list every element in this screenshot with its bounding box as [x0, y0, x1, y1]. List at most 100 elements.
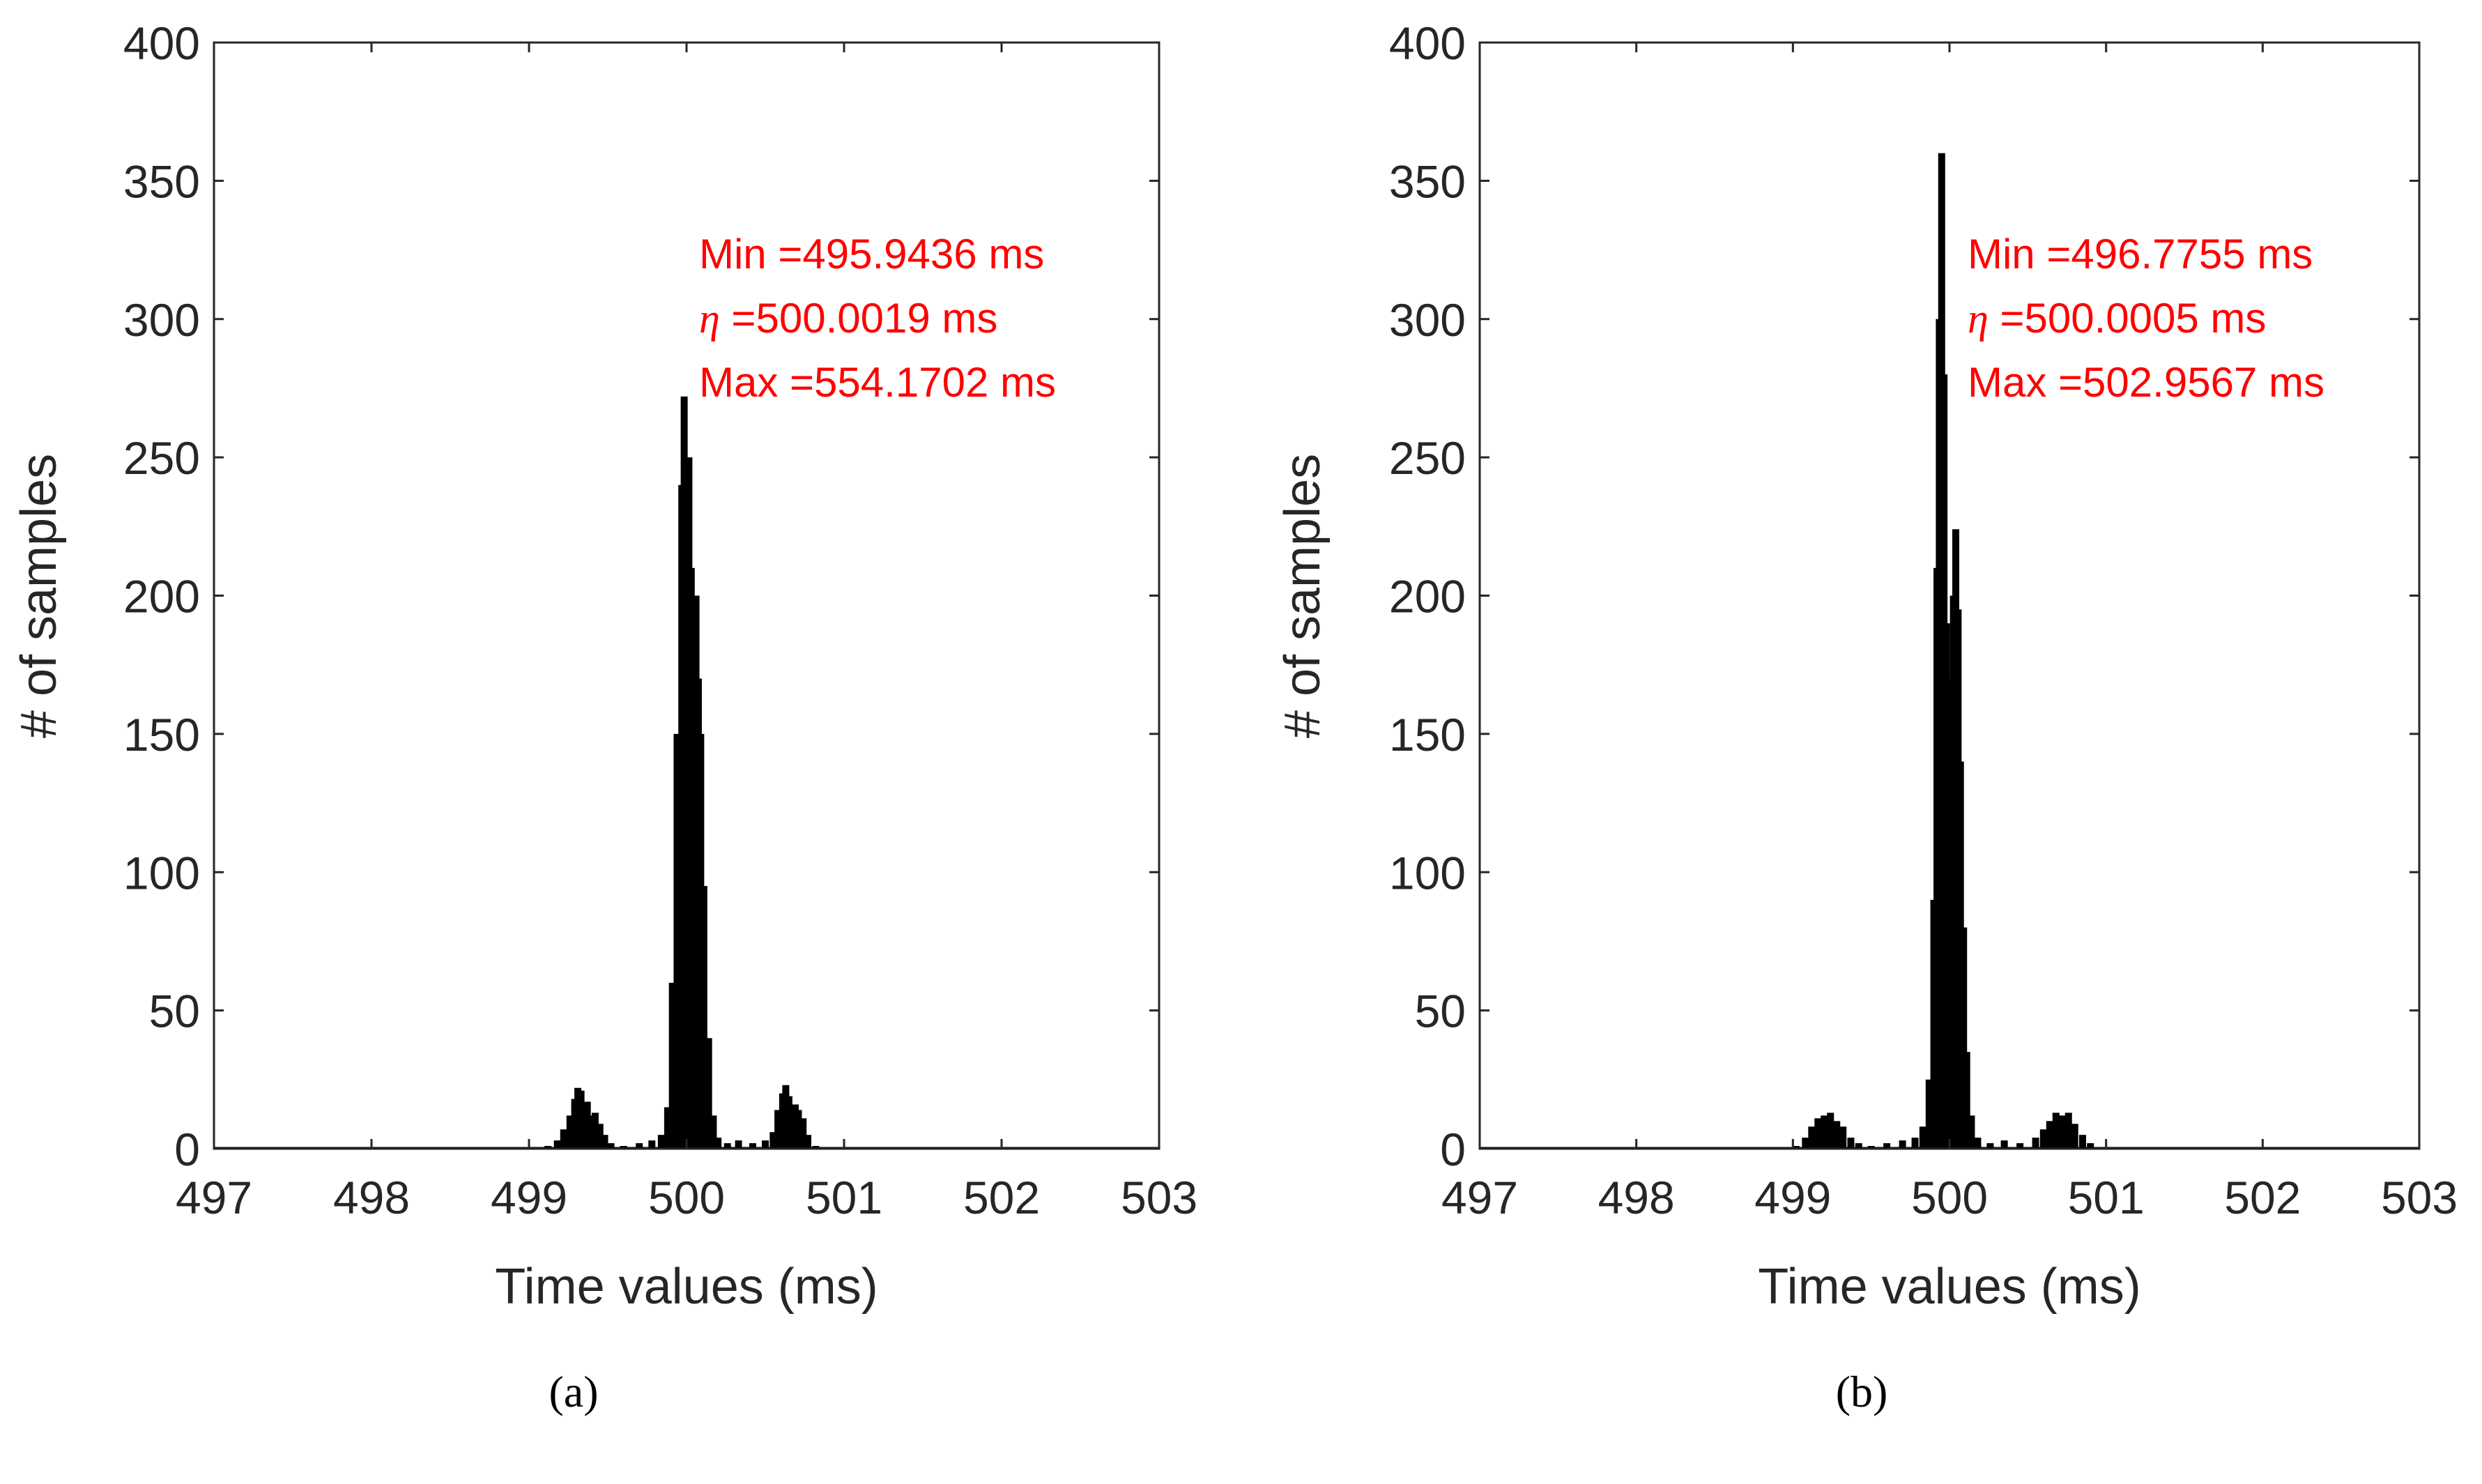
histogram-bar [1960, 927, 1968, 1149]
histogram-bar [1867, 1146, 1875, 1149]
histogram-bar [795, 1110, 802, 1149]
y-tick-label: 250 [1389, 432, 1466, 484]
histogram-bar [664, 1107, 671, 1149]
histogram-bar [1808, 1126, 1816, 1149]
histogram-bar [591, 1112, 599, 1149]
histogram-bar [2046, 1121, 2053, 1149]
y-tick-label: 250 [123, 432, 200, 484]
x-tick-label: 498 [333, 1172, 410, 1223]
histogram-bar [812, 1146, 820, 1149]
y-tick-label: 150 [123, 709, 200, 760]
histogram-bar [553, 1140, 561, 1149]
histogram-bar [735, 1140, 742, 1149]
stats-annotation: Min =496.7755 ms η =500.0005 ms Max =502… [1968, 231, 2324, 406]
x-tick-label: 500 [648, 1172, 725, 1223]
histogram-bar [668, 982, 676, 1149]
histogram-bar [1821, 1115, 1828, 1149]
eta-symbol: η [1968, 296, 1989, 342]
x-tick-label: 501 [806, 1172, 882, 1223]
x-axis-label: Time values (ms) [495, 1259, 878, 1315]
histogram-bar [799, 1118, 807, 1149]
panel-a: 497 498 499 500 501 502 503 0 50 100 150 200 250 300… [11, 17, 1197, 1416]
histogram-bars [1480, 153, 2419, 1149]
annotation-max: Max =554.1702 ms [699, 359, 1056, 406]
histogram-bar [601, 1135, 608, 1149]
histogram-bar [762, 1140, 769, 1149]
histogram-bar [1827, 1112, 1834, 1149]
histogram-bar [587, 1115, 595, 1149]
annotation-max: Max =502.9567 ms [1968, 359, 2324, 406]
eta-value: =500.0005 ms [1989, 295, 2267, 342]
panel-caption: (b) [1836, 1367, 1888, 1416]
x-tick-label: 502 [2224, 1172, 2301, 1223]
eta-symbol: η [699, 296, 720, 342]
histogram-bar [2064, 1112, 2072, 1149]
y-tick-label: 100 [123, 847, 200, 898]
x-tick-label: 500 [1911, 1172, 1988, 1223]
x-tick-label: 501 [2068, 1172, 2145, 1223]
histogram-bar [1839, 1126, 1847, 1149]
x-tick-label: 503 [2381, 1172, 2458, 1223]
annotation-min: Min =495.9436 ms [699, 231, 1044, 277]
x-tick-label: 497 [1441, 1172, 1518, 1223]
x-axis-label: Time values (ms) [1758, 1259, 2140, 1315]
histogram-bar [566, 1115, 574, 1149]
histogram-bar [714, 1138, 722, 1149]
y-tick-label: 150 [1389, 709, 1466, 760]
histogram-bar [2016, 1143, 2024, 1149]
histogram-bar [596, 1124, 604, 1149]
histogram-bar [607, 1143, 615, 1149]
y-tick-label: 0 [174, 1124, 200, 1175]
y-tick-label: 300 [123, 294, 200, 346]
histogram-bar [2078, 1135, 2086, 1149]
histogram-bar [620, 1146, 627, 1149]
eta-value: =500.0019 ms [720, 295, 998, 342]
histogram-bar [1986, 1143, 1994, 1149]
histogram-bar [1899, 1140, 1906, 1149]
annotation-eta: η =500.0019 ms [699, 295, 997, 342]
y-tick-label: 50 [149, 986, 200, 1037]
y-tick-label: 300 [1389, 294, 1466, 346]
histogram-bar [1883, 1143, 1891, 1149]
x-tick-label: 499 [1754, 1172, 1831, 1223]
histogram-bar [1833, 1121, 1841, 1149]
histogram-bar [2032, 1138, 2039, 1149]
y-tick-label: 350 [123, 155, 200, 207]
histogram-bar [723, 1143, 731, 1149]
histogram-bars [214, 396, 1159, 1149]
histogram-bar [769, 1132, 777, 1149]
histogram-bar [673, 733, 681, 1149]
histogram-bar [705, 1038, 712, 1149]
histogram-bar [560, 1129, 567, 1149]
panel-b: 497 498 499 500 501 502 503 0 50 100 150 200 250 300… [1275, 17, 2458, 1416]
y-tick-label: 400 [123, 17, 200, 69]
y-axis-label: # of samples [11, 454, 67, 738]
y-tick-label: 400 [1389, 17, 1466, 69]
histogram-bar [1847, 1138, 1855, 1149]
histogram-bar [710, 1115, 717, 1149]
y-tick-label: 350 [1389, 155, 1466, 207]
x-tick-label: 497 [176, 1172, 252, 1223]
y-tick-label: 50 [1415, 986, 1466, 1037]
histogram-bar [1792, 1146, 1800, 1149]
x-axis-ticks: 497 498 499 500 501 502 503 [176, 43, 1197, 1223]
histogram-bar [2039, 1129, 2047, 1149]
histogram-bar [657, 1135, 665, 1149]
histogram-bar [2087, 1143, 2094, 1149]
histogram-bar [1802, 1138, 1809, 1149]
stats-annotation: Min =495.9436 ms η =500.0019 ms Max =554… [699, 231, 1056, 406]
y-tick-label: 100 [1389, 847, 1466, 898]
histogram-bar [1968, 1115, 1975, 1149]
y-axis-ticks: 0 50 100 150 200 250 300 350 400 [123, 17, 1159, 1175]
x-tick-label: 499 [491, 1172, 567, 1223]
histogram-bar [1919, 1126, 1926, 1149]
x-tick-label: 498 [1598, 1172, 1675, 1223]
histogram-bar [1911, 1138, 1919, 1149]
histogram-bar [544, 1146, 552, 1149]
histogram-bar [648, 1140, 656, 1149]
y-tick-label: 0 [1440, 1124, 1466, 1175]
histogram-bar [2052, 1112, 2060, 1149]
y-tick-label: 200 [1389, 571, 1466, 622]
histogram-bar [2000, 1140, 2008, 1149]
